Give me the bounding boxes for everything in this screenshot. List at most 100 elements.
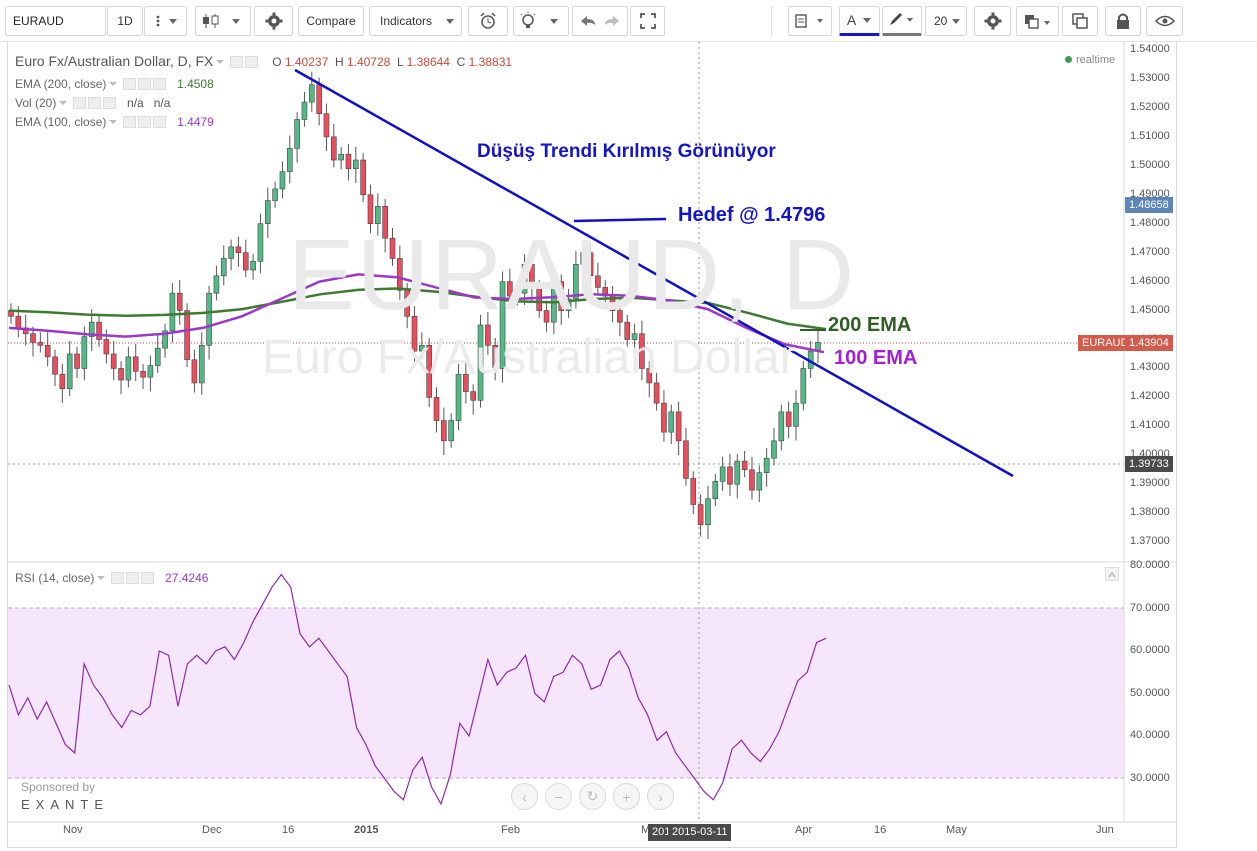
crosshair-date-tag: 2015-03-11	[668, 824, 732, 841]
candle-body	[470, 391, 476, 401]
legend-menu-icon[interactable]	[109, 82, 118, 86]
eye-icon[interactable]	[122, 78, 136, 90]
symbol-watermark: EURAUD, D	[288, 219, 857, 331]
candle-body	[235, 246, 242, 253]
scroll-left-button[interactable]: ‹	[511, 783, 538, 810]
ema200-line	[8, 287, 827, 331]
target-marker-line[interactable]	[573, 217, 667, 223]
candle-body	[338, 153, 344, 161]
legend-menu-icon[interactable]	[59, 101, 68, 105]
candle-body	[59, 373, 66, 390]
text-color-button[interactable]: A	[839, 6, 880, 36]
lock-button[interactable]	[1105, 6, 1141, 36]
time-axis-label: May	[946, 824, 967, 836]
candle-body	[565, 298, 572, 311]
fullscreen-icon	[639, 13, 656, 29]
downtrend-line[interactable]	[294, 68, 1014, 478]
sponsor-block[interactable]: Sponsored by EXANTE	[21, 779, 109, 813]
clone-button[interactable]	[1062, 6, 1098, 36]
gear-icon[interactable]	[137, 116, 151, 128]
indicators-button[interactable]: Indicators	[369, 6, 462, 36]
price-axis-label: 1.37000	[1130, 535, 1170, 548]
rsi-axis-label: 70.0000	[1130, 601, 1170, 614]
chart-style-button[interactable]	[195, 6, 251, 36]
compare-button[interactable]: Compare	[298, 6, 364, 36]
candle-body	[690, 478, 697, 505]
candle-body	[485, 324, 491, 346]
object-tree-button[interactable]	[788, 6, 832, 36]
visual-order-button[interactable]	[1016, 6, 1059, 36]
settings-button[interactable]	[254, 6, 293, 36]
line-color-button[interactable]	[882, 6, 922, 36]
candle-body	[37, 342, 44, 346]
candle-body	[52, 356, 58, 375]
price-axis-label: 1.38000	[1130, 506, 1170, 519]
gear-icon[interactable]	[87, 97, 101, 109]
candle-body	[30, 333, 36, 343]
crosshair-date-partial: 201	[648, 824, 675, 841]
candle-body	[514, 292, 521, 297]
candle-body	[499, 281, 506, 369]
rsi-legend: RSI (14, close) 27.4246	[15, 571, 209, 585]
alert-button[interactable]	[468, 6, 508, 36]
gear-icon[interactable]	[245, 56, 259, 68]
annotation-ema200[interactable]: 200 EMA	[828, 314, 912, 336]
reset-button[interactable]: ↻	[579, 783, 606, 810]
eye-icon[interactable]	[72, 97, 86, 109]
candle-body	[785, 411, 792, 427]
time-axis-label: Feb	[501, 824, 520, 836]
candle-body	[646, 368, 653, 384]
toolbar: EURAUD 1D Compare Indicators A 20	[0, 0, 1257, 42]
legend-menu-icon[interactable]	[97, 576, 106, 580]
close-icon[interactable]	[140, 572, 154, 584]
visibility-button[interactable]	[1146, 6, 1183, 36]
candle-body	[323, 113, 330, 138]
eye-icon[interactable]	[230, 56, 244, 68]
annotation-ema100[interactable]: 100 EMA	[834, 347, 918, 369]
legend-menu-icon[interactable]	[109, 120, 118, 124]
gear-icon[interactable]	[137, 78, 151, 90]
font-size-select[interactable]: 20	[925, 6, 967, 36]
price-axis-label: 1.54000	[1130, 43, 1170, 55]
annotation-target[interactable]: Hedef @ 1.4796	[678, 204, 826, 226]
alarm-clock-icon	[480, 12, 496, 29]
annotation-title[interactable]: Düşüş Trendi Kırılmış Görünüyor	[477, 141, 776, 162]
eye-icon[interactable]	[122, 116, 136, 128]
candle-body	[74, 353, 80, 369]
candle-body	[661, 402, 667, 433]
candle-body	[228, 246, 234, 259]
symbol-input[interactable]: EURAUD	[5, 6, 106, 36]
rsi-axis-label: 50.0000	[1130, 686, 1170, 699]
candle-body	[389, 237, 396, 259]
fullscreen-button[interactable]	[630, 6, 665, 36]
candle-body	[653, 382, 660, 404]
pane-collapse-button[interactable]	[1105, 567, 1119, 581]
scroll-right-button[interactable]: ›	[647, 783, 674, 810]
candle-body	[213, 275, 220, 294]
close-icon[interactable]	[102, 97, 116, 109]
close-icon[interactable]	[152, 116, 166, 128]
zoom-out-button[interactable]: −	[545, 783, 572, 810]
candle-body	[301, 101, 308, 120]
candle-body	[279, 171, 286, 190]
close-icon[interactable]	[152, 78, 166, 90]
sponsor-brand[interactable]: EXANTE	[21, 797, 110, 812]
ideas-button[interactable]	[513, 6, 569, 36]
interval-button[interactable]: 1D	[107, 6, 143, 36]
eye-icon[interactable]	[110, 572, 124, 584]
time-axis-label: M	[641, 824, 651, 836]
legend-menu-icon[interactable]	[216, 60, 225, 64]
zoom-in-button[interactable]: +	[613, 783, 640, 810]
candle-body	[705, 498, 711, 526]
candle-body	[316, 84, 322, 114]
chart-area[interactable]	[7, 42, 1177, 848]
candle-body	[749, 469, 755, 491]
pencil-icon	[890, 13, 913, 25]
interval-menu-button[interactable]	[144, 6, 187, 36]
undo-redo-group[interactable]	[572, 6, 628, 36]
gear-icon[interactable]	[125, 572, 139, 584]
candle-body	[154, 347, 161, 366]
drawing-settings-button[interactable]	[974, 6, 1011, 36]
candle-body	[81, 336, 88, 369]
